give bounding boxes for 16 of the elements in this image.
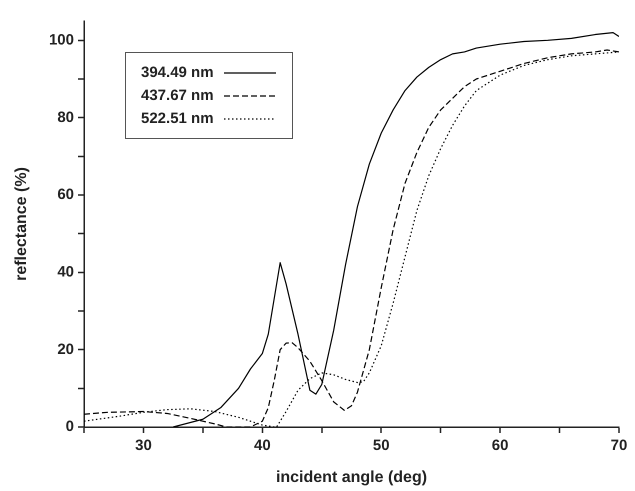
y-tick-label: 40 xyxy=(57,263,74,280)
x-tick-label: 60 xyxy=(492,437,508,454)
y-tick-label: 100 xyxy=(48,31,74,48)
y-tick-label: 80 xyxy=(57,108,74,126)
y-tick-label: 0 xyxy=(66,418,74,436)
legend-label: 437.67 nm xyxy=(141,87,214,104)
legend-label: 394.49 nm xyxy=(141,64,214,81)
legend-label: 522.51 nm xyxy=(141,110,214,127)
x-tick-label: 30 xyxy=(135,437,152,454)
x-tick-label: 40 xyxy=(254,437,271,454)
x-tick-label: 70 xyxy=(610,437,628,454)
x-tick-label: 50 xyxy=(372,437,390,454)
y-tick-label: 60 xyxy=(57,186,74,204)
y-tick-label: 20 xyxy=(57,340,74,358)
x-axis-title: incident angle (deg) xyxy=(276,468,428,486)
y-axis-title: reflectance (%) xyxy=(13,167,30,281)
